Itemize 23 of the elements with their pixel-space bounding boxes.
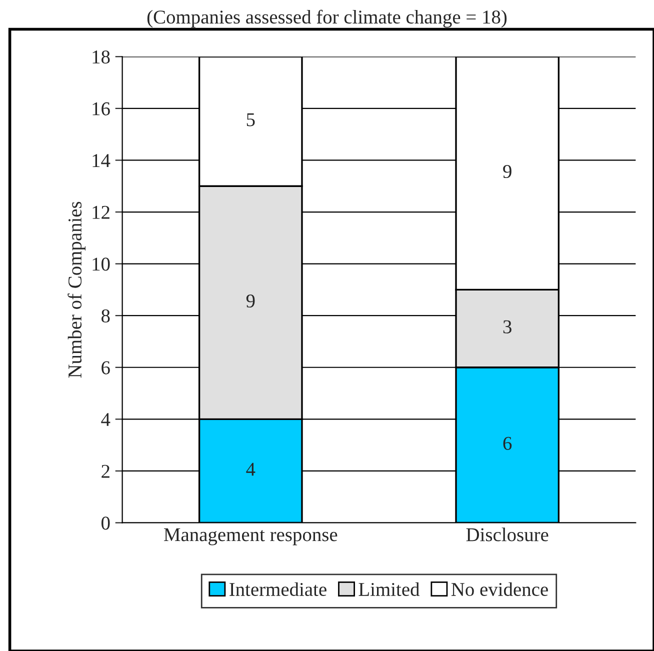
y-tick-label: 2 [102, 464, 110, 478]
y-tick-label: 8 [102, 309, 110, 323]
y-tick-label: 16 [92, 102, 110, 116]
data-label: 9 [503, 164, 512, 178]
data-label: 4 [246, 462, 256, 476]
y-tick-label: 14 [92, 154, 110, 167]
legend-label: No evidence [451, 582, 548, 596]
y-tick-label: 4 [101, 413, 110, 426]
y-tick-label: 0 [102, 516, 110, 530]
y-tick-label: 6 [102, 361, 110, 374]
y-tick-label: 12 [92, 206, 110, 219]
legend-label: Intermediate [230, 582, 326, 596]
y-tick-label: 18 [92, 50, 110, 64]
x-tick-label: Disclosure [466, 528, 548, 542]
x-tick-label: Management response [164, 528, 338, 546]
y-axis-title: Number of Companies [68, 202, 86, 378]
chart-subtitle: (Companies assessed for climate change = 18) [147, 10, 507, 28]
data-label: 6 [503, 436, 512, 450]
legend-label: Limited [358, 582, 420, 596]
data-label: 5 [246, 113, 255, 126]
data-label: 9 [246, 294, 255, 308]
y-tick-label: 10 [92, 258, 110, 271]
data-label: 3 [503, 320, 512, 334]
